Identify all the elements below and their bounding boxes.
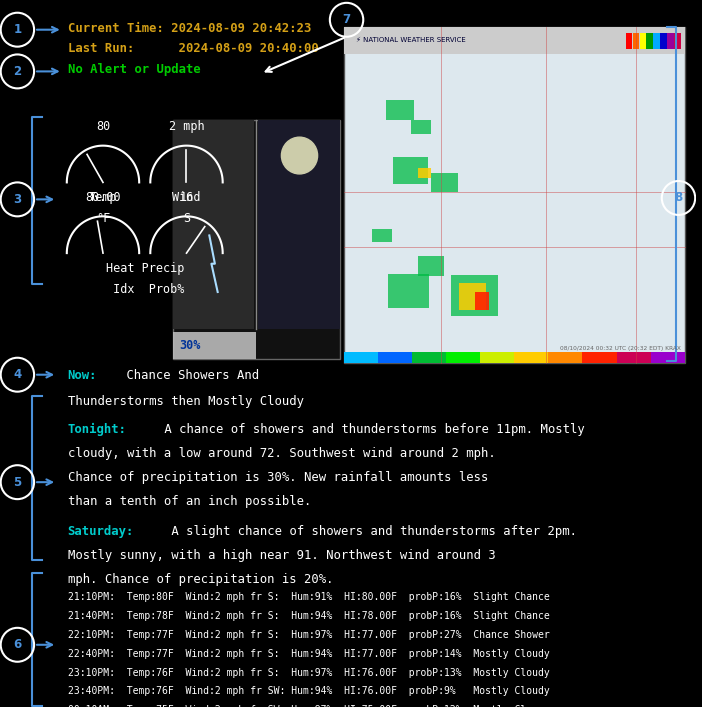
Text: Idx  Prob%: Idx Prob%: [105, 283, 184, 296]
Bar: [418, 256, 444, 276]
Text: Chance of precipitation is 30%. New rainfall amounts less: Chance of precipitation is 30%. New rain…: [67, 471, 488, 484]
Text: 3: 3: [13, 193, 22, 206]
Text: Tonight:: Tonight:: [67, 423, 126, 436]
Text: 1: 1: [13, 23, 22, 36]
Text: °F: °F: [96, 212, 110, 225]
Bar: [393, 157, 428, 184]
Bar: [173, 120, 340, 359]
Text: Current Time: 2024-08-09 20:42:23: Current Time: 2024-08-09 20:42:23: [67, 22, 311, 35]
Text: 7: 7: [343, 13, 350, 26]
Text: 2 mph: 2 mph: [168, 120, 204, 133]
Text: 08/10/2024 00:32 UTC (20:32 EDT) KRAX: 08/10/2024 00:32 UTC (20:32 EDT) KRAX: [560, 346, 681, 351]
Bar: [515, 352, 548, 363]
Text: A chance of showers and thunderstorms before 11pm. Mostly: A chance of showers and thunderstorms be…: [157, 423, 584, 436]
Text: 80: 80: [96, 120, 110, 133]
Circle shape: [282, 137, 317, 174]
Bar: [548, 352, 583, 363]
Bar: [654, 33, 660, 49]
Text: Saturday:: Saturday:: [67, 525, 134, 537]
Bar: [446, 352, 480, 363]
Bar: [675, 33, 680, 49]
Bar: [651, 352, 684, 363]
Bar: [258, 120, 340, 329]
Bar: [173, 120, 254, 329]
Bar: [173, 332, 256, 359]
Text: Now:: Now:: [67, 369, 97, 382]
Text: 22:40PM:  Temp:77F  Wind:2 mph fr S:  Hum:94%  HI:77.00F  probP:14%  Mostly Clou: 22:40PM: Temp:77F Wind:2 mph fr S: Hum:9…: [67, 648, 549, 659]
Text: Temp: Temp: [88, 191, 117, 204]
Bar: [378, 352, 412, 363]
Bar: [475, 292, 489, 310]
Text: 5: 5: [13, 476, 22, 489]
Bar: [647, 33, 653, 49]
Text: Last Run:      2024-08-09 20:40:00: Last Run: 2024-08-09 20:40:00: [67, 42, 318, 54]
Text: S: S: [183, 212, 190, 225]
Text: Wind: Wind: [172, 191, 201, 204]
Text: Thunderstorms then Mostly Cloudy: Thunderstorms then Mostly Cloudy: [67, 395, 303, 407]
Text: Mostly sunny, with a high near 91. Northwest wind around 3: Mostly sunny, with a high near 91. North…: [67, 549, 495, 561]
Text: 30%: 30%: [180, 339, 201, 352]
Bar: [583, 352, 616, 363]
Text: 00:10AM:  Temp:75F  Wind:2 mph fr SW: Hum:97%  HI:75.00F  probP:12%  Mostly Clou: 00:10AM: Temp:75F Wind:2 mph fr SW: Hum:…: [67, 706, 538, 707]
Bar: [616, 352, 651, 363]
Bar: [372, 229, 392, 242]
Text: 22:10PM:  Temp:77F  Wind:2 mph fr S:  Hum:97%  HI:77.00F  probP:27%  Chance Show: 22:10PM: Temp:77F Wind:2 mph fr S: Hum:9…: [67, 630, 549, 640]
Text: A slight chance of showers and thunderstorms after 2pm.: A slight chance of showers and thunderst…: [164, 525, 576, 537]
Bar: [418, 168, 432, 178]
Text: 8: 8: [675, 192, 682, 204]
Text: 4: 4: [13, 368, 22, 381]
Bar: [386, 100, 414, 120]
Text: Heat Precip: Heat Precip: [105, 262, 184, 274]
Text: than a tenth of an inch possible.: than a tenth of an inch possible.: [67, 495, 311, 508]
Bar: [480, 352, 515, 363]
Text: 6: 6: [13, 638, 22, 651]
Bar: [412, 352, 446, 363]
Bar: [344, 352, 378, 363]
Text: 2: 2: [13, 65, 22, 78]
Bar: [411, 120, 432, 134]
Bar: [388, 274, 429, 308]
Text: Chance Showers And: Chance Showers And: [119, 369, 259, 382]
Text: 16: 16: [180, 191, 194, 204]
Text: mph. Chance of precipitation is 20%.: mph. Chance of precipitation is 20%.: [67, 573, 333, 585]
Text: 21:40PM:  Temp:78F  Wind:2 mph fr S:  Hum:94%  HI:78.00F  probP:16%  Slight Chan: 21:40PM: Temp:78F Wind:2 mph fr S: Hum:9…: [67, 611, 549, 621]
Bar: [432, 173, 458, 192]
Bar: [344, 27, 684, 54]
Bar: [459, 283, 486, 310]
Text: ⚡ NATIONAL WEATHER SERVICE: ⚡ NATIONAL WEATHER SERVICE: [357, 37, 466, 43]
Text: cloudy, with a low around 72. Southwest wind around 2 mph.: cloudy, with a low around 72. Southwest …: [67, 447, 495, 460]
Text: No Alert or Update: No Alert or Update: [67, 63, 200, 76]
Text: 23:40PM:  Temp:76F  Wind:2 mph fr SW: Hum:94%  HI:76.00F  probP:9%   Mostly Clou: 23:40PM: Temp:76F Wind:2 mph fr SW: Hum:…: [67, 686, 549, 696]
Bar: [451, 275, 498, 316]
Bar: [633, 33, 639, 49]
Text: 80.00: 80.00: [85, 191, 121, 204]
Bar: [640, 33, 646, 49]
Bar: [661, 33, 667, 49]
Text: 23:10PM:  Temp:76F  Wind:2 mph fr S:  Hum:97%  HI:76.00F  probP:13%  Mostly Clou: 23:10PM: Temp:76F Wind:2 mph fr S: Hum:9…: [67, 667, 549, 677]
Text: 21:10PM:  Temp:80F  Wind:2 mph fr S:  Hum:91%  HI:80.00F  probP:16%  Slight Chan: 21:10PM: Temp:80F Wind:2 mph fr S: Hum:9…: [67, 592, 549, 602]
Bar: [625, 33, 632, 49]
Bar: [344, 27, 684, 363]
Bar: [668, 33, 674, 49]
